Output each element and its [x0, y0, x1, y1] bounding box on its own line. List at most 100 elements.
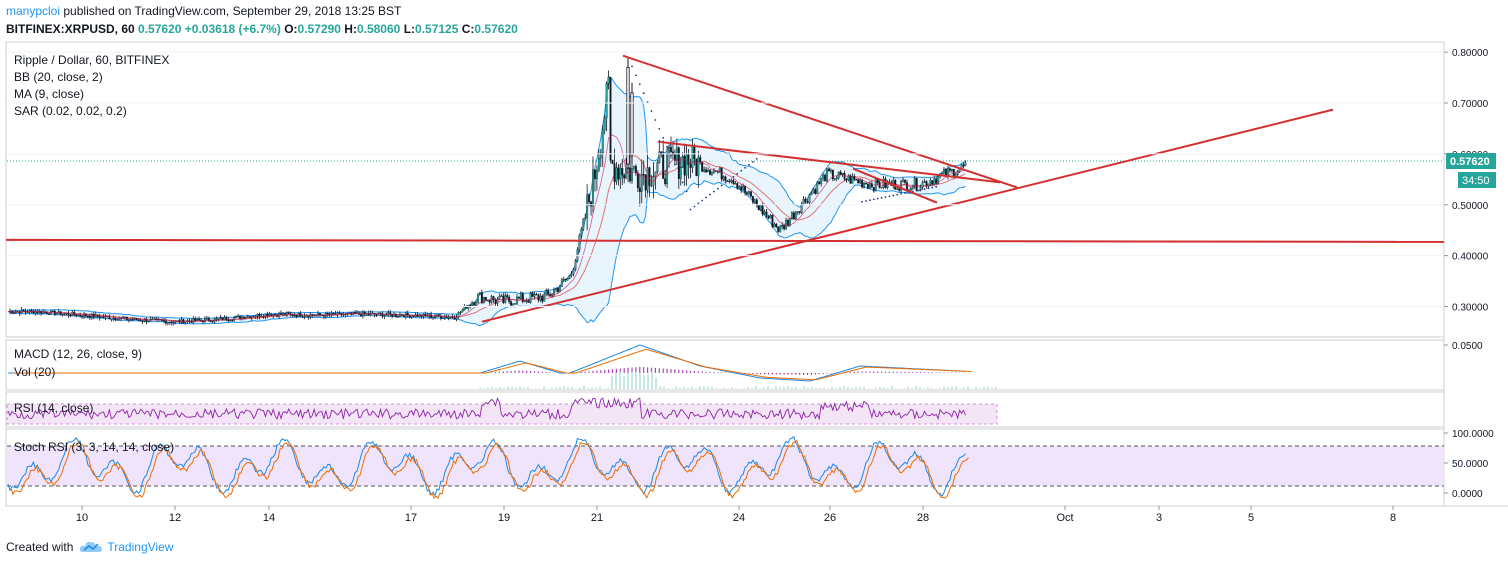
candle-body: [402, 315, 405, 318]
candle-body: [722, 176, 725, 180]
candle-body: [541, 295, 544, 302]
candle-body: [229, 319, 232, 321]
candle-body: [634, 166, 637, 174]
candle-body: [475, 302, 477, 306]
candle-body: [785, 219, 788, 230]
candle-body: [898, 188, 901, 191]
sar-dot: [935, 185, 938, 188]
sar-dot: [896, 193, 899, 196]
candle-body: [804, 198, 807, 202]
candle-body: [537, 294, 540, 301]
candle-body: [141, 320, 144, 322]
candle-body: [98, 316, 101, 318]
candle-body: [855, 179, 858, 181]
candle-body: [609, 76, 612, 161]
candle-body: [911, 186, 914, 189]
candle-body: [545, 290, 548, 295]
candle-body: [806, 201, 809, 204]
macd-tick-label: 0.0500: [1452, 341, 1483, 352]
candle-body: [326, 313, 329, 315]
candle-body: [781, 225, 784, 227]
candle-body: [588, 194, 591, 202]
candle-body: [724, 176, 727, 182]
sar-dot: [872, 198, 875, 201]
created-with-label: Created with: [6, 540, 74, 554]
candle-body: [900, 181, 903, 191]
legend-stoch: Stoch RSI (3, 3, 14, 14, close): [14, 440, 174, 454]
candle-body: [748, 191, 750, 195]
sar-dot: [752, 160, 754, 163]
rsi-series: [7, 396, 966, 421]
candle-body: [744, 185, 747, 193]
candle-body: [110, 318, 113, 320]
sar-dot: [693, 205, 696, 208]
candle-body: [611, 160, 614, 164]
candle-body: [517, 296, 520, 299]
candle-body: [482, 297, 485, 304]
candle-body: [642, 174, 645, 176]
candle-body: [163, 320, 165, 322]
price-tick-label: 0.50000: [1452, 201, 1489, 212]
candle-body: [810, 192, 813, 195]
axis-labels: 0.800000.700000.600000.500000.400000.300…: [7, 48, 1494, 524]
candle-body: [773, 223, 776, 227]
high-label: H:: [344, 22, 357, 36]
candle-body: [904, 179, 906, 183]
candle-body: [732, 180, 735, 185]
publisher-username[interactable]: manypcloi: [6, 4, 61, 18]
candle-body: [685, 154, 688, 176]
sar-dot: [919, 188, 922, 191]
macd-pane-frame: [5, 339, 1445, 391]
candle-body: [12, 312, 15, 314]
candle-body: [605, 83, 608, 119]
candle-body: [338, 312, 341, 314]
candle-body: [767, 216, 770, 219]
candle-body: [868, 183, 871, 189]
candle-body: [861, 179, 864, 188]
candle-body: [332, 312, 335, 315]
sar-dot: [666, 145, 668, 148]
candle-body: [75, 314, 78, 316]
candle-body: [751, 196, 754, 203]
candle-body: [697, 157, 700, 176]
candle-body: [397, 315, 399, 318]
candle-body: [317, 313, 320, 316]
candle-body: [808, 194, 811, 204]
candle-body: [818, 181, 821, 185]
rsi-line: [7, 396, 966, 421]
candle-body: [829, 169, 832, 172]
time-tick-label: 19: [498, 512, 510, 524]
legend-vol: Vol (20): [14, 365, 55, 379]
candle-body: [77, 314, 80, 316]
tradingview-link[interactable]: TradingView: [79, 540, 173, 554]
candle-body: [512, 303, 515, 306]
trendlines[interactable]: [5, 54, 1445, 323]
candle-body: [476, 293, 479, 303]
sar-dot: [892, 194, 895, 197]
tradingview-link-text[interactable]: TradingView: [107, 540, 174, 554]
rsi-band: [6, 403, 998, 425]
candle-body: [746, 192, 749, 195]
candle-body: [471, 302, 474, 307]
candle-body: [137, 319, 140, 321]
trendline: [481, 108, 1334, 323]
chart-canvas[interactable]: 0.800000.700000.600000.500000.400000.300…: [0, 0, 1508, 530]
candle-body: [613, 163, 616, 182]
candle-body: [816, 181, 819, 194]
candle-body: [521, 293, 524, 302]
candle-body: [923, 180, 926, 183]
candle-body: [636, 172, 639, 189]
candle-body: [215, 318, 218, 320]
candle-body: [630, 92, 634, 155]
candle-body: [865, 182, 867, 185]
candle-body: [293, 315, 296, 317]
candle-body: [771, 215, 774, 227]
candle-body: [757, 205, 760, 211]
candle-body: [712, 170, 715, 174]
candle-body: [728, 180, 731, 183]
legend-macd: MACD (12, 26, close, 9): [14, 347, 142, 361]
candle-body: [131, 319, 134, 321]
stoch-tick-label: 50.0000: [1452, 459, 1489, 470]
candle-body: [556, 287, 559, 292]
candle-body: [709, 170, 711, 175]
